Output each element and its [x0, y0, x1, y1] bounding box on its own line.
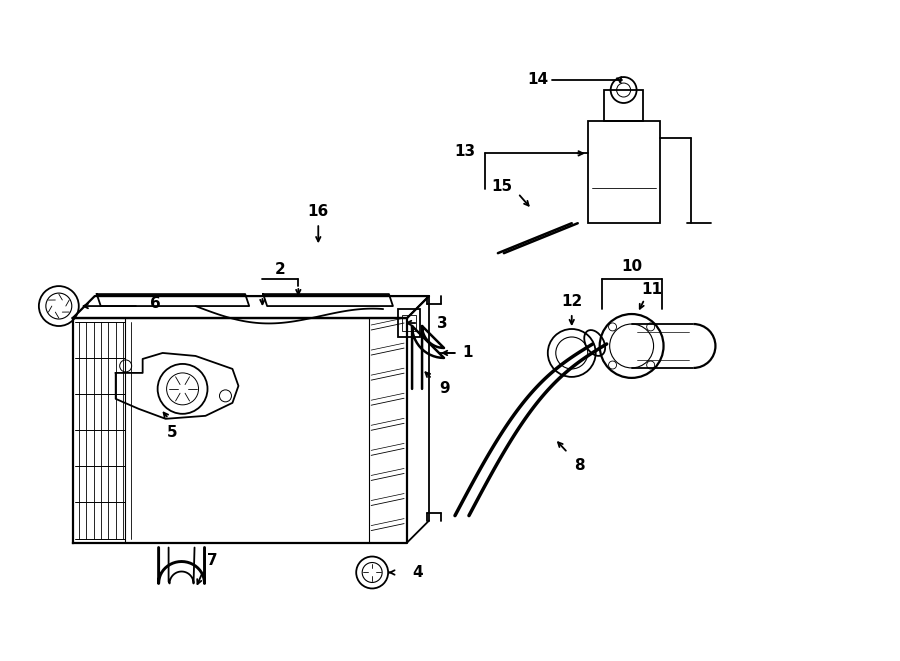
Bar — [398, 309, 420, 337]
Text: 16: 16 — [308, 204, 328, 219]
Text: 6: 6 — [150, 295, 161, 311]
Text: 3: 3 — [436, 315, 447, 330]
Text: 14: 14 — [527, 72, 548, 87]
Text: 10: 10 — [621, 258, 643, 274]
Text: 4: 4 — [413, 565, 423, 580]
Bar — [588, 121, 660, 223]
Text: 9: 9 — [440, 381, 450, 397]
Text: 5: 5 — [167, 425, 178, 440]
Text: 12: 12 — [561, 293, 582, 309]
Text: 1: 1 — [463, 346, 473, 360]
Text: 7: 7 — [207, 553, 218, 568]
Text: 13: 13 — [454, 144, 475, 159]
Text: 15: 15 — [491, 179, 512, 194]
Bar — [402, 315, 416, 331]
Bar — [604, 90, 644, 121]
Text: 11: 11 — [641, 282, 662, 297]
Text: 8: 8 — [574, 458, 585, 473]
Text: 2: 2 — [275, 262, 285, 277]
